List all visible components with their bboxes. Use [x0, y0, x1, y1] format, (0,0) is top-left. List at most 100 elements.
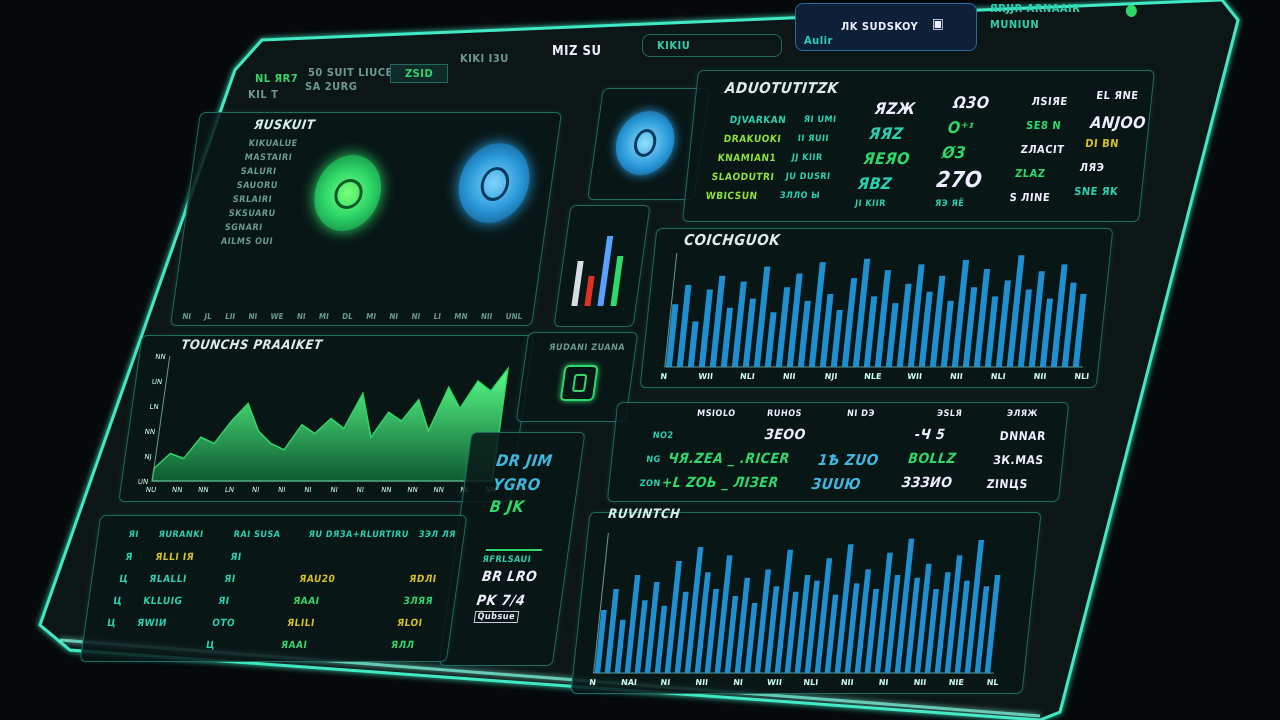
table-cell: ЗЕОО: [763, 427, 807, 443]
bar: [664, 561, 682, 673]
table-cell: ЗЛЯЯ: [402, 596, 434, 607]
panel-title: ЯUSKUIT: [253, 118, 317, 133]
table-cell: ЯЛЛ: [390, 640, 416, 651]
bar: [884, 575, 901, 673]
kpi-sublabel: ЗЛЛО Ы: [779, 191, 821, 201]
bar: [907, 264, 925, 367]
x-tick-label: NU: [145, 485, 157, 494]
panel-title: ЯUDANI ZUANA: [548, 343, 626, 353]
x-tick-label: NI: [733, 678, 744, 687]
value-chip[interactable]: ZSID: [390, 64, 449, 83]
bar: [914, 563, 932, 673]
bar: [684, 547, 704, 673]
bar: [863, 296, 878, 367]
table-cell: ЯI: [229, 552, 243, 563]
bottom-bar-chart-panel: RUVINTCH N NAI NI NII NI WII NLI NII NI NII NIE NL: [570, 507, 1042, 694]
cloud-icon[interactable]: ●: [1125, 0, 1139, 19]
column-header: NI DЭ: [846, 409, 876, 419]
x-tick-label: NIE: [948, 678, 964, 687]
column-header: ЯI: [127, 530, 140, 540]
bar: [1050, 264, 1068, 367]
x-tick-label: NII: [695, 678, 709, 687]
bar: [784, 591, 799, 673]
column-header: ЯU DЯЗA+RLURTIRU: [307, 530, 410, 540]
list-item: SRLAIRI: [231, 195, 273, 205]
x-tick-label: NII: [1033, 372, 1047, 381]
bar: [844, 583, 860, 673]
x-tick-label: NI: [410, 312, 421, 321]
bar: [754, 569, 772, 673]
status-label: ЛK SUDSKOY: [841, 20, 919, 33]
x-tick-label: NII: [840, 678, 854, 687]
side-value: YGRO: [491, 475, 542, 494]
bar: [874, 270, 892, 367]
bar: [797, 300, 811, 367]
top-label: MIZ SU: [552, 44, 602, 59]
bar: [864, 589, 879, 673]
top-label: ЯRJJR ARNAAIR: [990, 2, 1081, 15]
kpi-value: Ω3O: [952, 93, 991, 112]
circles-panel: ЯUSKUIT KIKUALUE MASTAIRI SALURI SAUORU SRLA…: [169, 112, 563, 326]
x-tick-label: MI: [365, 312, 377, 321]
bar: [698, 289, 713, 367]
kpi-value: O⁺ᶦ: [946, 118, 976, 137]
mini-bar: [597, 236, 614, 306]
bar: [951, 259, 970, 368]
list-item: AILMS OUI: [220, 237, 274, 247]
table-cell: ЯAAI: [280, 640, 308, 651]
kpi-sublabel: JJ KIIR: [791, 153, 824, 163]
table-cell: ОTO: [211, 618, 236, 629]
bar: [819, 294, 834, 367]
bar: [604, 589, 619, 673]
table-cell: BOLLZ: [907, 451, 958, 467]
bar: [852, 258, 871, 368]
bar: [974, 586, 990, 673]
bar: [854, 569, 872, 673]
bar: [984, 296, 999, 367]
bar: [734, 577, 751, 673]
kpi-sublabel: JU DUSRI: [785, 172, 832, 182]
kpi-label: S ЛINE: [1008, 191, 1051, 204]
lock-icon[interactable]: [559, 365, 599, 401]
kpi-label: DRAKUOKI: [723, 134, 782, 145]
table-cell: ЯWIИ: [136, 618, 168, 629]
bar: [1028, 271, 1045, 368]
x-tick-label: LN: [224, 485, 234, 494]
y-tick-label: NN: [144, 427, 156, 436]
table-cell: Ц: [112, 596, 123, 607]
green-status-circle[interactable]: [309, 155, 386, 231]
x-tick-label: NAI: [621, 678, 638, 687]
bar: [676, 284, 692, 367]
x-tick-label: NLI: [803, 678, 819, 687]
table-cell: +L ZOЬ _ ЛIЗER: [660, 475, 780, 491]
top-label: MUNIUN: [990, 18, 1040, 31]
bar: [962, 287, 978, 368]
status-button[interactable]: ЛK SUDSKOY Aulir ▣: [795, 3, 977, 51]
bar: [775, 287, 791, 368]
bar: [814, 558, 833, 674]
list-item: MASTAIRI: [243, 153, 293, 163]
x-tick-label: NN: [171, 485, 183, 494]
kpi-value: ЯЯZ: [868, 124, 905, 143]
x-tick-label: NII: [950, 372, 964, 381]
bar: [674, 591, 689, 673]
bar: [764, 586, 780, 673]
database-icon: [478, 167, 512, 201]
column-header: ЗЭЛ ЛЯ: [417, 530, 457, 540]
mini-bar: [571, 261, 584, 306]
bar: [687, 321, 699, 367]
kpi-value: ØЗ: [941, 143, 967, 162]
blue-circle-button[interactable]: [611, 111, 679, 175]
blue-status-circle[interactable]: [453, 143, 535, 223]
x-tick-label: UNL: [505, 312, 523, 321]
bar: [973, 268, 991, 367]
bottom-bar-chart: N NAI NI NII NI WII NLI NII NI NII NIE NL: [589, 533, 1001, 687]
top-label: KIL T: [248, 88, 279, 101]
bar: [665, 304, 679, 368]
search-chip[interactable]: KIKIU: [642, 34, 782, 57]
column-header: MSIOLO: [696, 409, 737, 419]
table-cell: ЯLOI: [396, 618, 424, 629]
kpi-label: KNAMIAN1: [717, 153, 777, 164]
bar: [918, 291, 933, 367]
bar: [764, 312, 777, 367]
